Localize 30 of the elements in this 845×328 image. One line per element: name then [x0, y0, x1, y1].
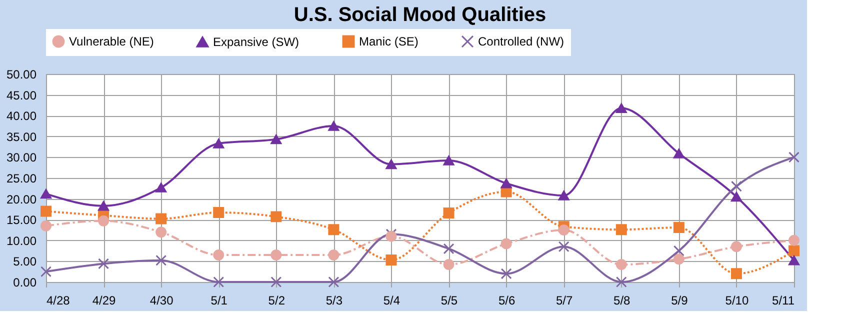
y-tick-label: 0.00: [13, 276, 37, 290]
x-tick-label: 5/9: [671, 294, 688, 308]
legend-label: Expansive (SW): [213, 34, 300, 49]
y-tick-label: 15.00: [6, 213, 37, 228]
x-tick-label: 5/7: [556, 294, 574, 308]
x-tick-label: 4/29: [92, 294, 116, 308]
x-tick-label: 4/30: [150, 294, 174, 308]
y-tick-label: 30.00: [6, 150, 37, 165]
x-tick-label: 4/28: [46, 294, 70, 308]
y-tick-label: 45.00: [6, 88, 37, 102]
y-tick-label: 35.00: [6, 130, 37, 144]
chart-title: U.S. Social Mood Qualities: [294, 4, 546, 26]
x-tick-label: 5/3: [326, 294, 343, 308]
legend-label: Controlled (NW): [478, 34, 564, 49]
x-tick-label: 5/10: [725, 294, 749, 308]
y-tick-label: 50.00: [6, 68, 37, 82]
x-tick-label: 5/1: [210, 294, 228, 308]
y-tick-label: 40.00: [6, 109, 37, 124]
y-tick-label: 25.00: [6, 172, 37, 186]
x-tick-label: 5/5: [440, 294, 458, 308]
x-tick-label: 5/4: [383, 294, 400, 308]
x-tick-label: 5/11: [772, 294, 795, 308]
legend-label: Manic (SE): [359, 34, 418, 49]
x-tick-label: 5/6: [498, 294, 516, 308]
y-tick-label: 5.00: [13, 254, 37, 269]
x-tick-label: 5/8: [614, 294, 631, 308]
x-tick-label: 5/2: [268, 294, 286, 308]
y-tick-label: 20.00: [6, 192, 37, 206]
y-tick-label: 10.00: [6, 234, 37, 248]
legend-label: Vulnerable (NE): [69, 34, 154, 49]
